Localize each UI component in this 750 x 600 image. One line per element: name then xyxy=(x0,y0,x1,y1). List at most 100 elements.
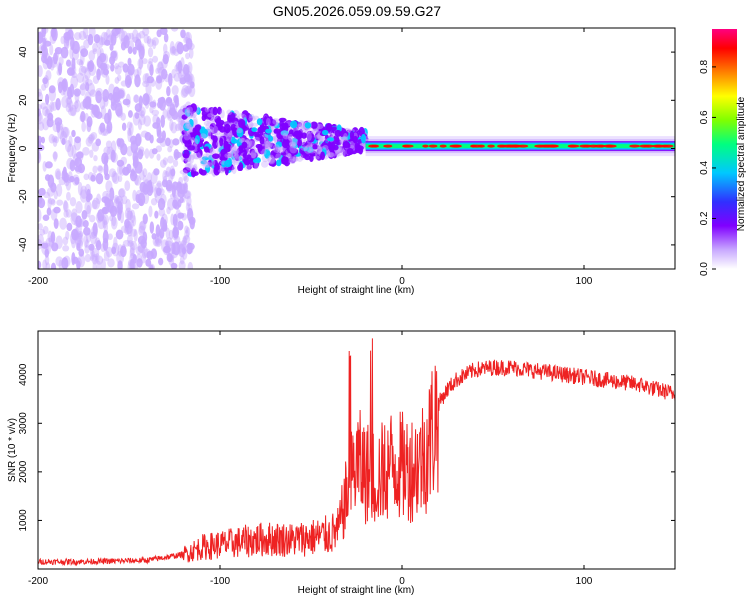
spectrogram-cell xyxy=(78,65,87,76)
spectrogram-cell xyxy=(43,74,50,89)
spectrogram-cell xyxy=(137,241,145,253)
spectrogram-cell xyxy=(160,193,167,205)
spectrogram-cell xyxy=(185,226,191,238)
spectrogram-cell xyxy=(173,95,179,104)
spectrogram-cell xyxy=(53,136,60,144)
spectrogram-cell xyxy=(248,121,254,128)
spectrogram-cell xyxy=(290,148,299,156)
spectrogram-cell xyxy=(66,222,73,232)
spectrogram-cell xyxy=(506,144,515,148)
spectrogram-cell xyxy=(138,30,146,39)
spectrogram-cell xyxy=(155,224,161,238)
spectrogram-cell xyxy=(88,243,95,251)
spectrogram-cell xyxy=(106,120,113,134)
spectrogram-cell xyxy=(275,146,282,152)
spectrogram-cell xyxy=(44,255,50,266)
spectrogram-cell xyxy=(76,58,83,66)
spectrogram-xtick-label: -100 xyxy=(210,276,230,287)
spectrogram-cell xyxy=(41,28,47,38)
spectrogram-cell xyxy=(42,77,49,85)
spectrogram-cell xyxy=(69,159,76,172)
spectrogram-cell xyxy=(166,86,171,97)
spectrogram-cell xyxy=(171,242,176,255)
spectrogram-cell xyxy=(189,132,195,138)
spectrogram-cell xyxy=(38,91,44,103)
spectrogram-cell xyxy=(588,144,599,148)
spectrogram-cell xyxy=(87,61,93,70)
spectrogram-cell xyxy=(182,106,189,114)
spectrogram-cell xyxy=(147,47,154,58)
spectrogram-cell xyxy=(239,137,245,143)
spectrogram-cell xyxy=(84,183,91,196)
spectrogram-cell xyxy=(136,258,143,268)
snr-xtick-label: -100 xyxy=(210,576,230,587)
spectrogram-cell xyxy=(246,165,252,170)
spectrogram-cell xyxy=(182,167,191,174)
spectrogram-cell xyxy=(151,37,159,46)
spectrogram-cell xyxy=(127,240,134,248)
spectrogram-cell xyxy=(184,190,192,200)
spectrogram-cell xyxy=(103,220,108,234)
spectrogram-cell xyxy=(44,248,50,258)
spectrogram-cell xyxy=(102,89,110,103)
spectrogram-cell xyxy=(322,145,329,150)
spectrogram-cell xyxy=(78,60,84,68)
spectrogram-cell xyxy=(288,133,294,141)
spectrogram-cell xyxy=(43,52,51,65)
spectrogram-cell xyxy=(68,135,73,148)
spectrogram-cell xyxy=(84,244,90,254)
spectrogram-cell xyxy=(184,229,190,240)
spectrogram-cell xyxy=(40,44,46,52)
spectrogram-cell xyxy=(44,161,53,169)
spectrogram-cell xyxy=(242,152,247,159)
spectrogram-cell xyxy=(117,260,123,269)
spectrogram-cell xyxy=(207,131,213,137)
colorbar-tick-label: 0.8 xyxy=(699,60,710,74)
spectrogram-cell xyxy=(38,260,42,269)
spectrogram-cell xyxy=(277,146,285,154)
spectrogram-cell xyxy=(334,129,342,137)
spectrogram-cell xyxy=(215,117,221,126)
spectrogram-cell xyxy=(220,148,228,157)
spectrogram-cell xyxy=(105,28,112,38)
spectrogram-cell xyxy=(184,85,193,95)
spectrogram-cell xyxy=(97,165,104,174)
spectrogram-cell xyxy=(162,246,168,253)
spectrogram-cell xyxy=(95,138,102,147)
spectrogram-cell xyxy=(136,66,142,77)
spectrogram-cell xyxy=(205,122,211,132)
spectrogram-cell xyxy=(183,234,191,244)
spectrogram-cell xyxy=(149,106,154,114)
spectrogram-cell xyxy=(152,122,160,129)
spectrogram-cell xyxy=(219,109,225,119)
spectrogram-cell xyxy=(137,149,144,160)
spectrogram-cell xyxy=(108,168,117,178)
spectrogram-cell xyxy=(161,57,168,69)
spectrogram-cell xyxy=(132,46,137,55)
spectrogram-cell xyxy=(126,78,132,86)
spectrogram-cell xyxy=(303,145,312,154)
spectrogram-cell xyxy=(248,140,256,150)
spectrogram-cell xyxy=(184,118,191,127)
spectrogram-cell xyxy=(53,206,61,214)
spectrogram-cell xyxy=(236,127,244,138)
spectrogram-cell xyxy=(92,222,98,237)
spectrogram-cell xyxy=(65,59,72,67)
spectrogram-cell xyxy=(265,128,272,134)
spectrogram-cell xyxy=(166,206,171,215)
spectrogram-cell xyxy=(128,122,134,136)
spectrogram-cell xyxy=(346,147,354,156)
spectrogram-cell xyxy=(204,161,210,169)
spectrogram-x-label: Height of straight line (km) xyxy=(298,285,415,296)
spectrogram-cell xyxy=(85,239,90,248)
spectrogram-cell xyxy=(147,38,154,48)
spectrogram-cell xyxy=(97,215,106,230)
spectrogram-cell xyxy=(143,248,151,258)
spectrogram-cell xyxy=(127,63,135,76)
spectrogram-cell xyxy=(310,128,319,134)
spectrogram-cell xyxy=(50,208,58,221)
spectrogram-cell xyxy=(62,166,67,178)
spectrogram-cell xyxy=(80,111,86,123)
spectrogram-cell xyxy=(90,174,96,182)
spectrogram-cell xyxy=(73,100,79,110)
